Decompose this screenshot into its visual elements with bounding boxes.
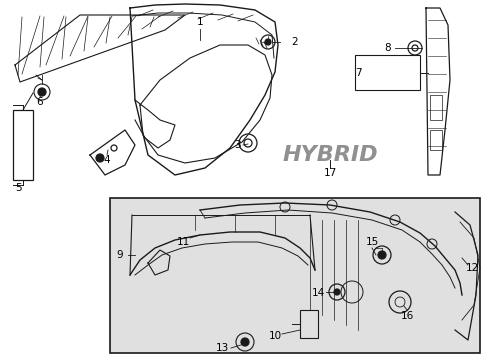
Text: 14: 14 bbox=[311, 288, 324, 298]
Text: 15: 15 bbox=[365, 237, 378, 247]
Text: 9: 9 bbox=[117, 250, 123, 260]
Bar bbox=[110, 198, 479, 353]
Text: 2: 2 bbox=[291, 37, 298, 47]
Circle shape bbox=[241, 338, 248, 346]
Circle shape bbox=[38, 88, 46, 96]
Text: 6: 6 bbox=[37, 97, 43, 107]
Bar bbox=[299, 310, 317, 338]
Text: 3: 3 bbox=[233, 140, 240, 150]
Text: 10: 10 bbox=[268, 331, 281, 341]
Text: 16: 16 bbox=[400, 311, 413, 321]
Text: 11: 11 bbox=[176, 237, 189, 247]
Bar bbox=[13, 110, 33, 180]
Text: 8: 8 bbox=[384, 43, 390, 53]
Circle shape bbox=[377, 251, 385, 259]
Text: 5: 5 bbox=[15, 183, 21, 193]
Bar bbox=[429, 130, 441, 150]
Text: 12: 12 bbox=[465, 263, 478, 273]
Text: 17: 17 bbox=[323, 168, 336, 178]
Circle shape bbox=[96, 154, 104, 162]
Circle shape bbox=[264, 39, 270, 45]
Bar bbox=[354, 55, 419, 90]
Text: 1: 1 bbox=[196, 17, 203, 27]
Text: 7: 7 bbox=[354, 68, 361, 78]
Text: 13: 13 bbox=[215, 343, 228, 353]
Text: HYBRID: HYBRID bbox=[282, 145, 377, 165]
Bar bbox=[429, 95, 441, 120]
Circle shape bbox=[333, 289, 339, 295]
Text: 4: 4 bbox=[103, 155, 110, 165]
